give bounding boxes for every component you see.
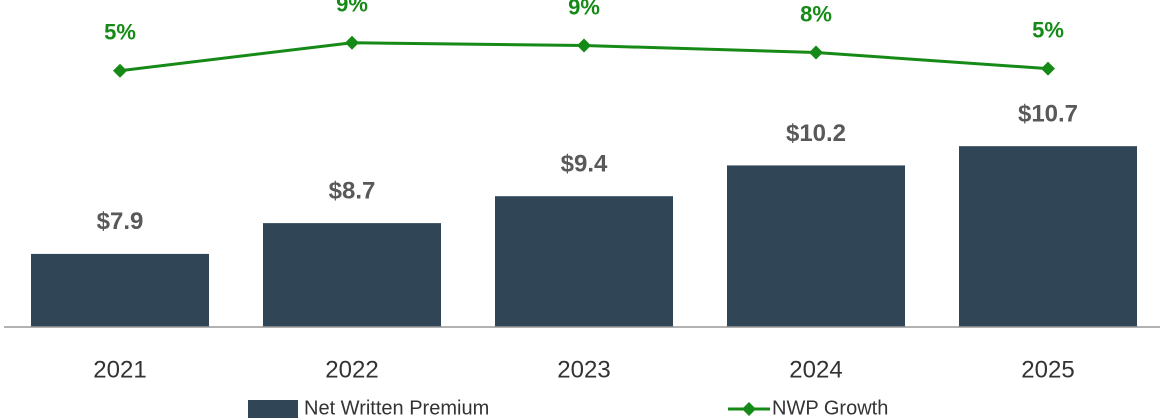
legend-label: NWP Growth: [772, 397, 888, 418]
growth-marker: [113, 63, 127, 78]
bar-value-label: $10.2: [786, 120, 846, 147]
growth-value-label: 5%: [104, 20, 136, 45]
bar: [495, 196, 673, 327]
x-tick-label: 2021: [93, 356, 146, 383]
growth-value-label: 9%: [336, 0, 368, 17]
bar: [31, 253, 209, 327]
growth-value-label: 8%: [800, 1, 832, 26]
legend-swatch: [248, 400, 298, 418]
x-tick-label: 2024: [789, 356, 842, 383]
bar-value-label: $10.7: [1018, 101, 1078, 128]
bar: [727, 165, 905, 327]
growth-value-label: 9%: [568, 0, 600, 19]
bar-value-label: $8.7: [329, 177, 376, 204]
x-tick-label: 2025: [1021, 356, 1074, 383]
bar: [263, 223, 441, 327]
legend-label: Net Written Premium: [304, 397, 489, 418]
growth-marker: [577, 38, 591, 53]
x-tick-label: 2022: [325, 356, 378, 383]
bar-value-label: $7.9: [97, 208, 144, 235]
growth-value-label: 5%: [1032, 17, 1064, 42]
growth-marker: [809, 45, 823, 60]
x-tick-label: 2023: [557, 356, 610, 383]
bar-value-label: $9.4: [561, 151, 608, 178]
bar: [959, 146, 1137, 327]
growth-marker: [1041, 61, 1055, 76]
growth-marker: [345, 35, 359, 50]
legend-marker: [742, 402, 756, 416]
